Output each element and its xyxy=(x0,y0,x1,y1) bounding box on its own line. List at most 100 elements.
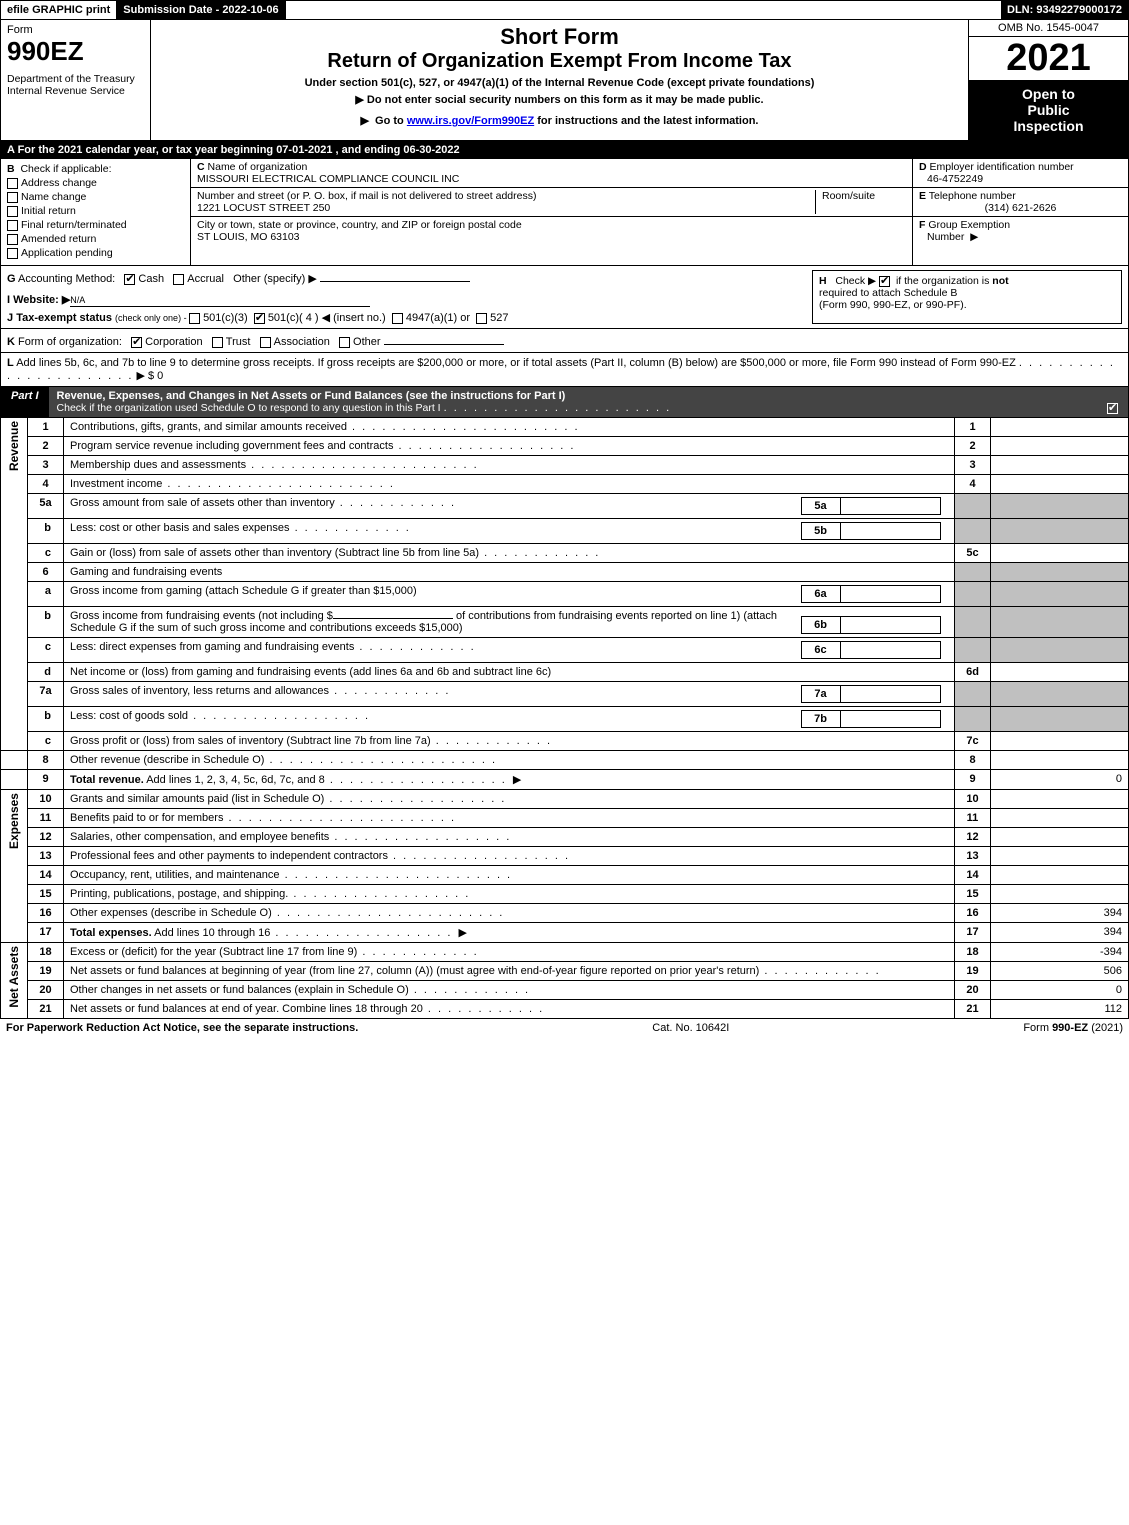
ln-15: 15 xyxy=(28,885,64,904)
ld-4: Investment income xyxy=(64,475,955,494)
website-na: N/A xyxy=(70,295,85,305)
form-header: Form 990EZ Department of the Treasury In… xyxy=(0,20,1129,141)
ln-5a: 5a xyxy=(28,494,64,519)
checkbox-accrual[interactable] xyxy=(173,274,184,285)
nc-20: 20 xyxy=(955,981,991,1000)
row-city: City or town, state or province, country… xyxy=(191,217,912,245)
checkbox-final[interactable] xyxy=(7,220,18,231)
goto-link[interactable]: www.irs.gov/Form990EZ xyxy=(407,115,534,127)
check-app: Application pending xyxy=(21,247,113,259)
section-l: L Add lines 5b, 6c, and 7b to line 9 to … xyxy=(0,353,1129,387)
ld-5a: Gross amount from sale of assets other t… xyxy=(64,494,795,519)
check-name: Name change xyxy=(21,191,86,203)
nc-6-sh xyxy=(955,563,991,582)
vc-5b-sh xyxy=(991,519,1129,544)
tel-val: (314) 621-2626 xyxy=(919,202,1122,214)
checkbox-trust[interactable] xyxy=(212,337,223,348)
iv-6b xyxy=(841,616,941,634)
vc-11 xyxy=(991,809,1129,828)
top-bar: efile GRAPHIC print Submission Date - 20… xyxy=(0,0,1129,20)
501c3-label: 501(c)(3) xyxy=(203,312,248,324)
nc-6b-sh xyxy=(955,607,991,638)
h-text4: (Form 990, 990-EZ, or 990-PF). xyxy=(819,299,967,311)
ln-6c: c xyxy=(28,638,64,663)
i-label: I xyxy=(7,294,10,306)
vc-10 xyxy=(991,790,1129,809)
checkbox-name[interactable] xyxy=(7,192,18,203)
checkbox-4947[interactable] xyxy=(392,313,403,324)
tax-year: 2021 xyxy=(969,37,1128,80)
ib-6b: 6b xyxy=(801,616,841,634)
d-label: D xyxy=(919,161,927,173)
k-other-input[interactable] xyxy=(384,333,504,345)
section-g: G Accounting Method: Cash Accrual Other … xyxy=(0,266,1129,329)
checkbox-assoc[interactable] xyxy=(260,337,271,348)
vc-21: 112 xyxy=(991,1000,1129,1019)
ib-5b: 5b xyxy=(801,522,841,540)
vc-5a-sh xyxy=(991,494,1129,519)
ld-1: Contributions, gifts, grants, and simila… xyxy=(64,418,955,437)
ld-17: Total expenses. Add lines 10 through 16 … xyxy=(64,923,955,943)
4947-label: 4947(a)(1) or xyxy=(406,312,470,324)
nc-6c-sh xyxy=(955,638,991,663)
topbar-spacer xyxy=(286,1,1001,19)
ld-5c: Gain or (loss) from sale of assets other… xyxy=(64,544,955,563)
ln-7c: c xyxy=(28,732,64,751)
irs-label: Internal Revenue Service xyxy=(7,85,144,97)
checkbox-corp[interactable] xyxy=(131,337,142,348)
checkbox-527[interactable] xyxy=(476,313,487,324)
ib-7b: 7b xyxy=(801,710,841,728)
ld-7c: Gross profit or (loss) from sales of inv… xyxy=(64,732,955,751)
ld-2: Program service revenue including govern… xyxy=(64,437,955,456)
ln-5c: c xyxy=(28,544,64,563)
open-public: Open to Public Inspection xyxy=(969,80,1128,140)
nc-7a-sh xyxy=(955,682,991,707)
corp-label: Corporation xyxy=(145,336,202,348)
dept-label: Department of the Treasury xyxy=(7,73,144,85)
ld-6: Gaming and fundraising events xyxy=(64,563,955,582)
col-c: C Name of organization MISSOURI ELECTRIC… xyxy=(191,159,913,265)
checkbox-amend[interactable] xyxy=(7,234,18,245)
nc-6d: 6d xyxy=(955,663,991,682)
j-label: J xyxy=(7,312,13,324)
short-form-title: Short Form xyxy=(157,24,962,50)
other-input[interactable] xyxy=(320,270,470,282)
checkbox-init[interactable] xyxy=(7,206,18,217)
ln-6d: d xyxy=(28,663,64,682)
room-label: Room/suite xyxy=(822,190,875,202)
nc-12: 12 xyxy=(955,828,991,847)
b-check: Check if applicable: xyxy=(20,163,111,175)
ln-12: 12 xyxy=(28,828,64,847)
ln-8: 8 xyxy=(28,751,64,770)
ln-9: 9 xyxy=(28,770,64,790)
checkbox-other[interactable] xyxy=(339,337,350,348)
open2: Public xyxy=(973,102,1124,118)
checkbox-501c4[interactable] xyxy=(254,313,265,324)
iv-5b xyxy=(841,522,941,540)
street-val: 1221 LOCUST STREET 250 xyxy=(197,202,330,214)
checkbox-addr[interactable] xyxy=(7,178,18,189)
checkbox-h[interactable] xyxy=(879,276,890,287)
ein-label: Employer identification number xyxy=(930,161,1074,173)
iv-6a xyxy=(841,585,941,603)
ld-10: Grants and similar amounts paid (list in… xyxy=(64,790,955,809)
efile-print[interactable]: efile GRAPHIC print xyxy=(1,1,117,19)
checkbox-app[interactable] xyxy=(7,248,18,259)
omb-number: OMB No. 1545-0047 xyxy=(969,20,1128,37)
ib-6a: 6a xyxy=(801,585,841,603)
h-text3: required to attach Schedule B xyxy=(819,287,957,299)
vc-6b-sh xyxy=(991,607,1129,638)
ld-7b: Less: cost of goods sold xyxy=(64,707,795,732)
ln-19: 19 xyxy=(28,962,64,981)
vc-19: 506 xyxy=(991,962,1129,981)
checkbox-part1[interactable] xyxy=(1107,403,1118,414)
l6b-blank[interactable] xyxy=(333,618,453,619)
ib-6c: 6c xyxy=(801,641,841,659)
accrual-label: Accrual xyxy=(187,273,224,285)
k-form: Form of organization: xyxy=(18,336,122,348)
checkbox-501c3[interactable] xyxy=(189,313,200,324)
checkbox-cash[interactable] xyxy=(124,274,135,285)
ein-val: 46-4752249 xyxy=(919,173,983,185)
expenses-vert: Expenses xyxy=(1,790,28,943)
grp2-label: Number xyxy=(919,231,964,243)
